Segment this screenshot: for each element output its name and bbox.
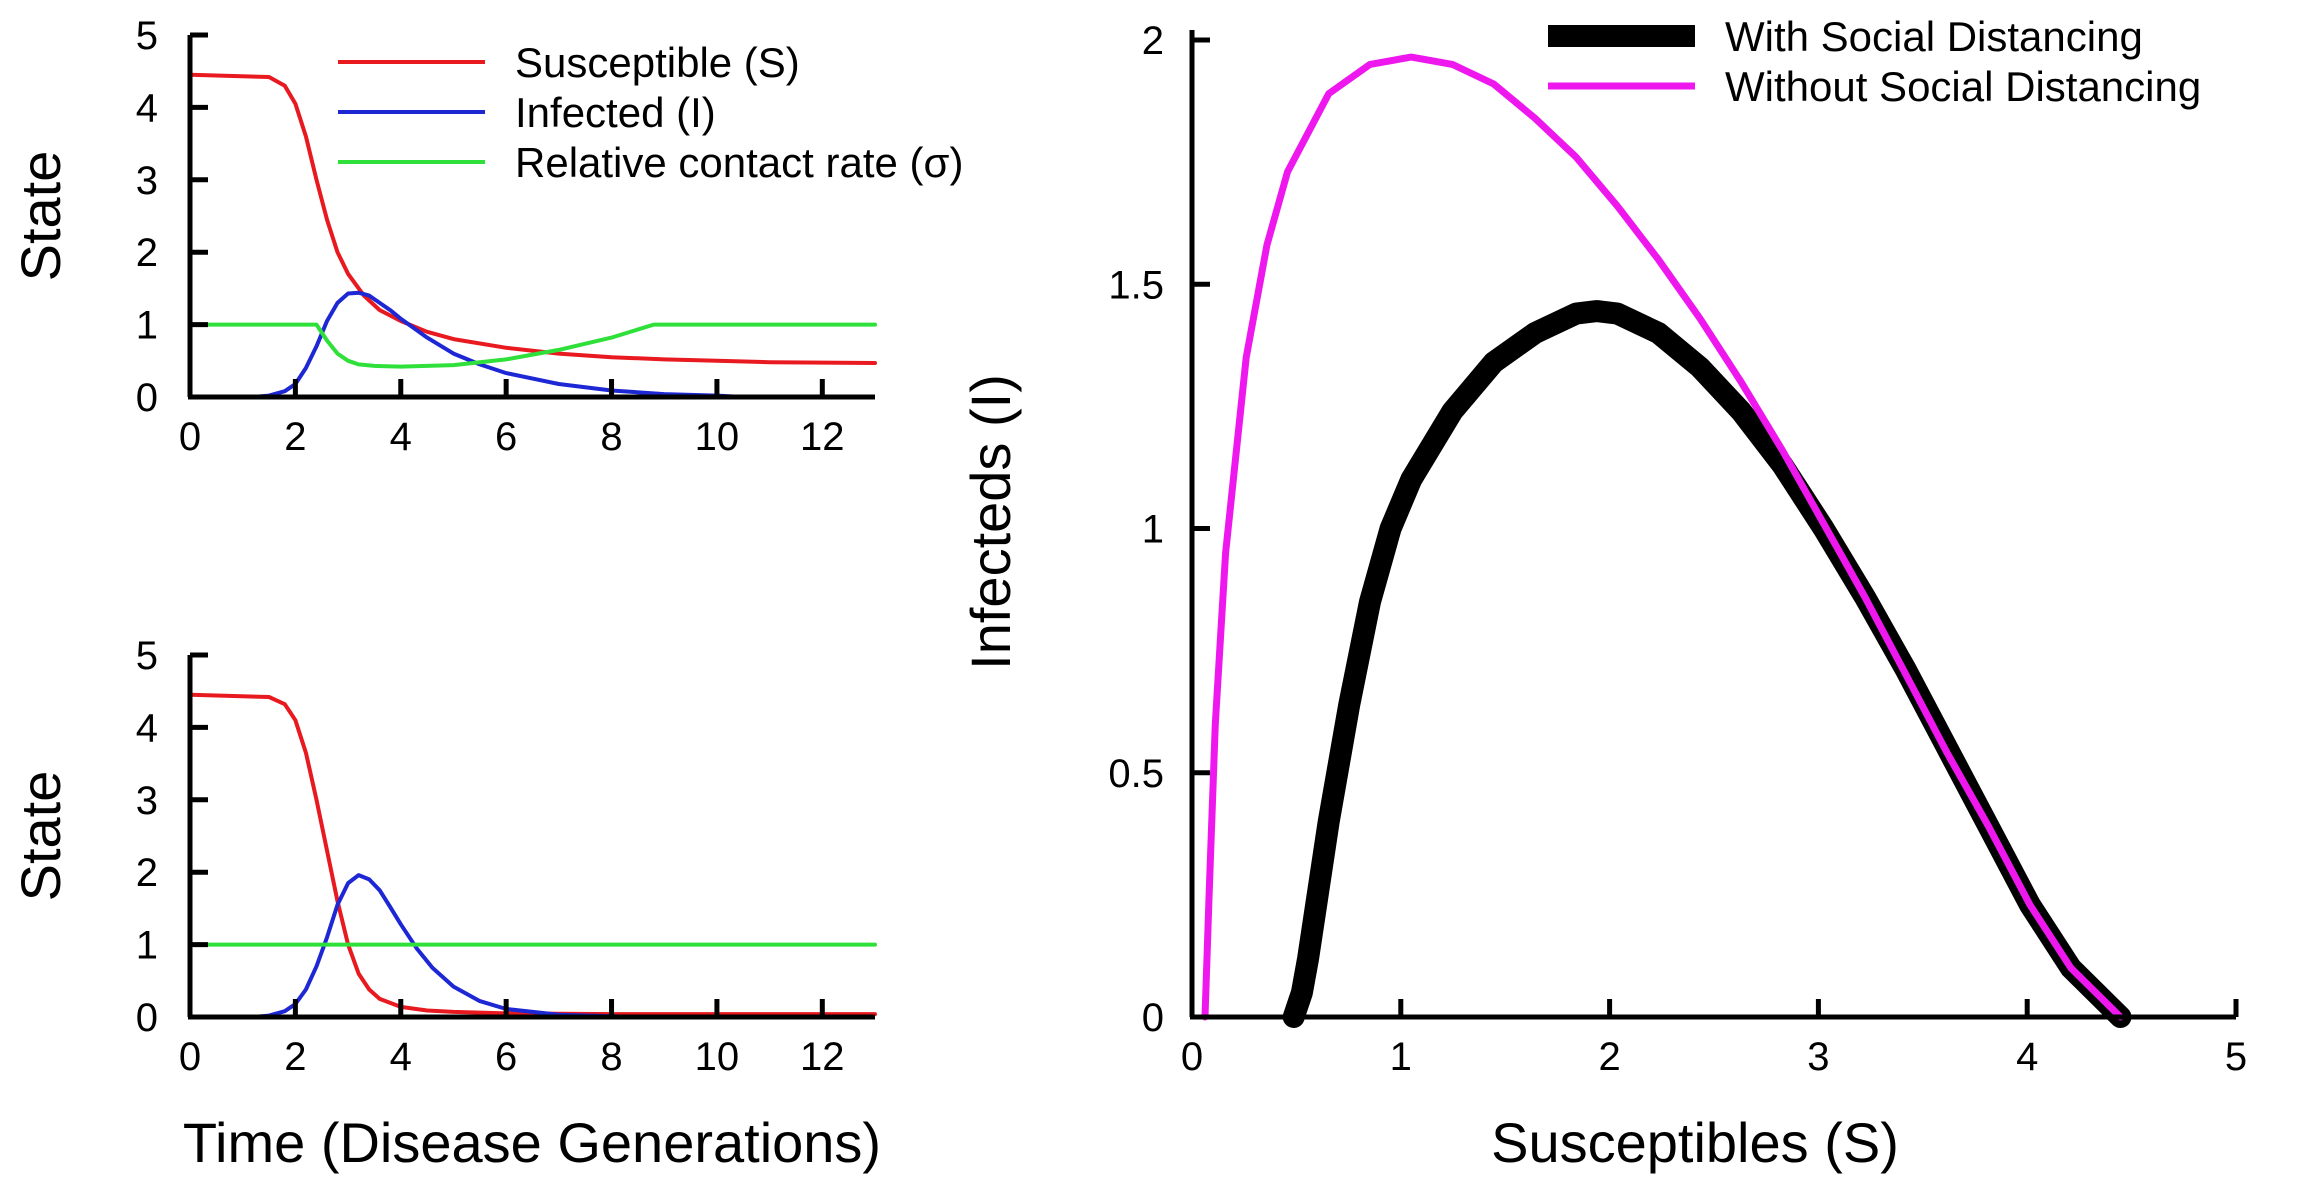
bottom-y-tick-label: 5 (136, 634, 158, 678)
bottom-y-tick-label: 3 (136, 779, 158, 823)
top-legend-label-infected-i: Infected (I) (515, 89, 716, 136)
bottom-series-susceptible-s (188, 692, 877, 1017)
phase-legend-label-with-social-distancing: With Social Distancing (1725, 13, 2143, 60)
top-series-susceptible-s (188, 72, 877, 365)
bottom-x-tick-label: 6 (495, 1035, 517, 1079)
phase-y-tick-label: 1 (1142, 508, 1164, 552)
phase-y-tick-label: 0.5 (1108, 752, 1164, 796)
bottom-series-infected-i (251, 873, 640, 1019)
phase-series-without-social-distancing (1201, 53, 2124, 1021)
phase-legend-label-without-social-distancing: Without Social Distancing (1725, 63, 2201, 110)
phase-y-tick-label: 1.5 (1108, 263, 1164, 307)
top-y-tick-label: 5 (136, 14, 158, 58)
top-y-tick-label: 3 (136, 159, 158, 203)
bottom-y-tick-label: 0 (136, 996, 158, 1040)
top-y-tick-label: 1 (136, 304, 158, 348)
bottom-y-tick-label: 2 (136, 851, 158, 895)
phase-x-tick-label: 1 (1390, 1035, 1412, 1079)
top-series-relative-contact-rate (188, 322, 877, 369)
top-legend-label-susceptible-s: Susceptible (S) (515, 39, 800, 86)
top-y-tick-label: 4 (136, 86, 158, 130)
top-y-axis-title: State (9, 151, 72, 282)
bottom-x-tick-label: 8 (600, 1035, 622, 1079)
bottom-x-tick-label: 2 (284, 1035, 306, 1079)
top-x-tick-label: 12 (800, 415, 845, 459)
top-x-tick-label: 10 (695, 415, 740, 459)
bottom-x-tick-label: 10 (695, 1035, 740, 1079)
phase-y-tick-label: 2 (1142, 19, 1164, 63)
top-x-tick-label: 6 (495, 415, 517, 459)
top-legend-label-relative-contact-rate: Relative contact rate (σ) (515, 139, 963, 186)
phase-x-tick-label: 5 (2225, 1035, 2247, 1079)
top-series-infected-i (251, 290, 746, 399)
phase-x-tick-label: 2 (1598, 1035, 1620, 1079)
top-legend: Susceptible (S)Infected (I)Relative cont… (338, 39, 963, 186)
phase-series-with-social-distancing (1282, 300, 2132, 1028)
phase-y-axis-title: Infecteds (I) (959, 374, 1022, 670)
top-x-tick-label: 2 (284, 415, 306, 459)
phase-x-tick-label: 4 (2016, 1035, 2038, 1079)
top-x-tick-label: 0 (179, 415, 201, 459)
bottom-x-tick-label: 12 (800, 1035, 845, 1079)
top-y-tick-label: 2 (136, 231, 158, 275)
bottom-x-tick-label: 4 (390, 1035, 412, 1079)
top-y-tick-label: 0 (136, 376, 158, 420)
bottom-y-axis-title: State (9, 771, 72, 902)
phase-x-tick-label: 0 (1181, 1035, 1203, 1079)
phase-x-tick-label: 3 (1807, 1035, 1829, 1079)
phase-x-axis-title: Susceptibles (S) (1491, 1111, 1899, 1174)
phase-y-tick-label: 0 (1142, 996, 1164, 1040)
bottom-y-tick-label: 4 (136, 706, 158, 750)
bottom-x-tick-label: 0 (179, 1035, 201, 1079)
top-x-tick-label: 4 (390, 415, 412, 459)
bottom-y-tick-label: 1 (136, 924, 158, 968)
top-x-tick-label: 8 (600, 415, 622, 459)
phase-plane-chart: 0 1 2 3 4 5 0 0.5 1 1.5 2 Infecteds (I) Susceptibl… (959, 13, 2247, 1174)
bottom-x-axis-title: Time (Disease Generations) (183, 1111, 881, 1174)
